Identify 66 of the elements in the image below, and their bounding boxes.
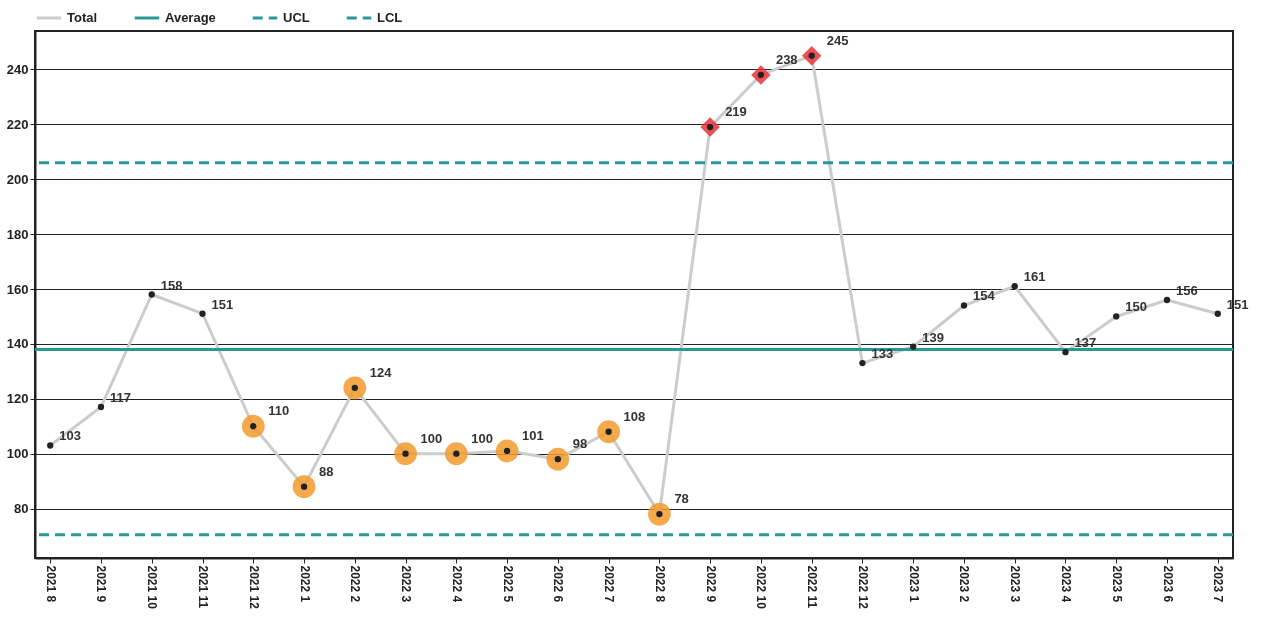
x-tick-label: 2022 7: [602, 565, 617, 603]
x-tick-label: 2021 11: [196, 565, 211, 609]
data-label: 238: [775, 51, 798, 67]
x-tick-label: 2021 10: [145, 565, 160, 610]
x-tick-label: 2023 1: [906, 565, 921, 603]
legend-label: UCL: [283, 10, 310, 25]
x-tick-label: 2023 5: [1109, 565, 1124, 603]
x-tick-label: 2022 10: [754, 565, 769, 610]
legend-label: Total: [67, 10, 98, 25]
point: [241, 414, 265, 438]
legend-label: Average: [165, 10, 216, 25]
data-label: 139: [922, 329, 944, 345]
data-label: 161: [1023, 269, 1046, 285]
data-label: 100: [420, 430, 443, 446]
data-label: 133: [871, 346, 894, 362]
x-tick-label: 2022 5: [500, 565, 515, 603]
point: [546, 447, 570, 471]
x-tick-label: 2022 8: [652, 565, 667, 603]
data-label: 98: [572, 436, 588, 452]
x-tick-label: 2022 6: [551, 565, 566, 603]
point: [343, 376, 367, 400]
point: [647, 502, 671, 526]
data-label: 88: [319, 463, 334, 479]
x-tick-label: 2022 9: [703, 565, 718, 603]
data-label: 245: [826, 32, 849, 48]
x-tick-label: 2021 12: [246, 565, 261, 610]
y-tick-label: 240: [6, 61, 29, 77]
data-label: 103: [59, 428, 81, 444]
point: [495, 439, 519, 463]
x-tick-label: 2023 6: [1160, 565, 1175, 603]
data-label: 100: [471, 430, 494, 446]
data-label: 219: [725, 104, 747, 120]
data-label: 101: [522, 427, 544, 443]
x-tick-label: 2022 11: [805, 565, 820, 609]
x-tick-label: 2023 4: [1058, 565, 1073, 603]
point: [292, 475, 316, 499]
point: [394, 442, 417, 466]
data-label: 151: [211, 296, 234, 312]
data-label: 124: [369, 364, 393, 380]
x-tick-label: 2022 12: [855, 565, 870, 610]
x-tick-label: 2021 8: [43, 565, 58, 603]
y-tick-label: 100: [6, 446, 29, 462]
x-tick-label: 2023 2: [957, 565, 972, 603]
point: [597, 420, 621, 444]
y-tick-label: 180: [6, 226, 29, 242]
x-tick-label: 2022 4: [449, 565, 464, 603]
x-tick-label: 2022 2: [348, 565, 363, 603]
legend-label: LCL: [377, 10, 403, 25]
x-tick-label: 2023 3: [1008, 565, 1023, 603]
y-tick-label: 80: [14, 501, 29, 517]
x-tick-label: 2022 3: [399, 565, 414, 603]
y-tick-label: 220: [6, 116, 29, 132]
x-tick-label: 2021 9: [94, 565, 109, 603]
data-label: 110: [268, 403, 290, 419]
y-tick-label: 140: [6, 336, 29, 352]
x-tick-label: 2023 7: [1211, 565, 1226, 603]
data-label: 108: [623, 408, 646, 424]
y-tick-label: 160: [6, 281, 29, 297]
data-label: 158: [160, 277, 183, 293]
data-label: 154: [972, 288, 996, 304]
data-label: 78: [674, 491, 689, 507]
point: [444, 442, 468, 466]
x-tick-label: 2022 1: [297, 565, 312, 603]
y-tick-label: 200: [6, 171, 29, 187]
y-tick-label: 120: [6, 391, 29, 407]
data-label: 150: [1125, 299, 1147, 315]
